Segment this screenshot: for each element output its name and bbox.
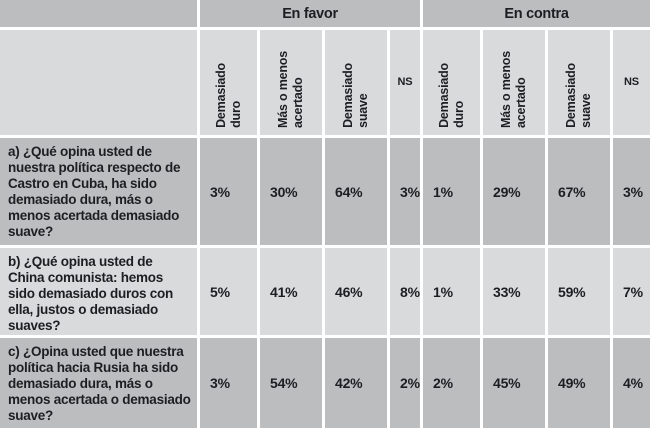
value-cell: 67% [548,138,610,245]
value-cell: 54% [260,338,322,428]
value-cell: 49% [548,338,610,428]
column-header-contra-demasiado-duro: Demasiado duro [423,30,480,135]
column-header-label: NS [624,76,639,88]
question-cell-a: a) ¿Qué opina usted de nuestra política … [0,138,197,245]
column-header-label: NS [397,76,413,88]
value-cell: 3% [390,138,420,245]
value-cell: 4% [613,338,650,428]
column-header-favor-demasiado-duro: Demasiado duro [200,30,257,135]
column-header-favor-demasiado-suave: Demasiado suave [325,30,387,135]
value-cell: 42% [325,338,387,428]
column-header-label: Más o menos acertado [276,51,305,128]
column-header-contra-mas-o-menos-acertado: Más o menos acertado [483,30,545,135]
value-cell: 45% [483,338,545,428]
value-cell: 3% [200,138,257,245]
value-cell: 29% [483,138,545,245]
value-cell: 2% [390,338,420,428]
column-header-label: Demasiado duro [213,63,243,128]
value-cell: 59% [548,248,610,335]
value-cell: 1% [423,248,480,335]
column-header-label: Demasiado duro [436,63,466,128]
question-cell-c: c) ¿Opina usted que nuestra política hac… [0,338,197,428]
column-header-favor-ns: NS [390,30,420,135]
value-cell: 3% [613,138,650,245]
column-header-contra-ns: NS [613,30,650,135]
column-header-contra-demasiado-suave: Demasiado suave [548,30,610,135]
column-header-favor-mas-o-menos-acertado: Más o menos acertado [260,30,322,135]
value-cell: 46% [325,248,387,335]
value-cell: 2% [423,338,480,428]
value-cell: 64% [325,138,387,245]
column-header-label: Demasiado suave [564,63,593,128]
value-cell: 3% [200,338,257,428]
value-cell: 5% [200,248,257,335]
corner-cell [0,0,197,27]
value-cell: 1% [423,138,480,245]
value-cell: 30% [260,138,322,245]
value-cell: 33% [483,248,545,335]
column-header-label: Más o menos acertado [499,51,528,128]
column-header-label: Demasiado suave [341,63,370,128]
value-cell: 41% [260,248,322,335]
question-cell-b: b) ¿Qué opina usted de China comunista: … [0,248,197,335]
group-header-en-contra: En contra [423,0,650,27]
value-cell: 7% [613,248,650,335]
question-column-header-cell [0,30,197,135]
group-header-en-favor: En favor [200,0,420,27]
value-cell: 8% [390,248,420,335]
